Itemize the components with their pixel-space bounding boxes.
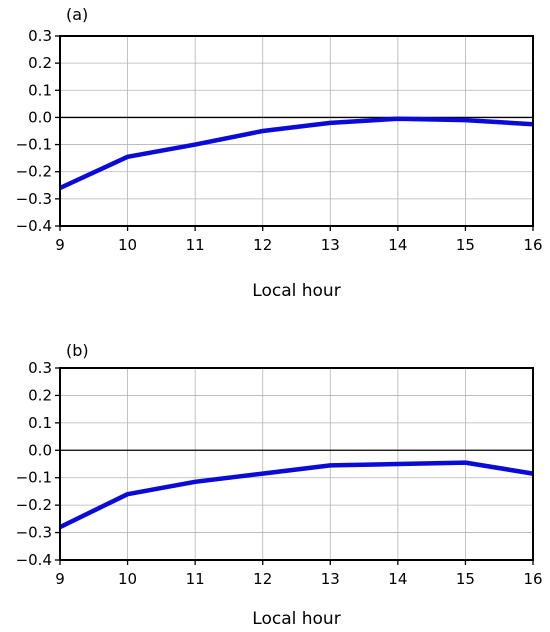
x-tick-label: 9	[55, 570, 65, 588]
plot-frame	[59, 35, 534, 227]
y-tick-label: −0.4	[16, 217, 52, 235]
panel-label: (a)	[66, 5, 88, 24]
y-tick-label: −0.2	[16, 496, 52, 514]
series-line	[59, 116, 534, 191]
x-tick-label: 13	[321, 570, 340, 588]
x-tick-label: 13	[321, 236, 340, 254]
x-tick-label: 11	[186, 236, 205, 254]
y-tick-label: −0.3	[16, 524, 52, 542]
y-tick-label: 0.0	[28, 108, 52, 126]
x-axis-title: Local hour	[252, 281, 340, 301]
series-line	[59, 460, 534, 530]
x-tick-label: 15	[456, 570, 475, 588]
x-axis-title: Local hour	[252, 609, 340, 629]
x-tick-label: 10	[118, 236, 137, 254]
x-tick-label: 14	[388, 570, 407, 588]
y-tick-label: 0.2	[28, 54, 52, 72]
panel-a: 0.3 0.2 0.1 0.0 −0.1 −0.2 −0.3 −0.49 10 11 12 13 14 1…	[16, 5, 543, 301]
y-tick-label: −0.4	[16, 551, 52, 569]
y-tick-label: 0.3	[28, 359, 52, 377]
x-tick-label: 10	[118, 570, 137, 588]
panel-b: 0.3 0.2 0.1 0.0 −0.1 −0.2 −0.3 −0.49 10 11 12 13 14 1…	[16, 341, 543, 629]
y-tick-label: −0.1	[16, 136, 52, 154]
y-tick-label: −0.2	[16, 163, 52, 181]
y-tick-label: 0.3	[28, 27, 52, 45]
x-tick-label: 9	[55, 236, 65, 254]
x-tick-label: 11	[186, 570, 205, 588]
y-tick-label: 0.1	[28, 414, 52, 432]
x-tick-label: 12	[253, 570, 272, 588]
x-tick-label: 16	[523, 570, 542, 588]
x-tick-label: 14	[388, 236, 407, 254]
panel-label: (b)	[66, 341, 89, 360]
y-tick-label: −0.3	[16, 190, 52, 208]
y-tick-label: 0.2	[28, 386, 52, 404]
y-tick-label: 0.1	[28, 81, 52, 99]
plot-frame	[59, 367, 534, 561]
x-tick-label: 15	[456, 236, 475, 254]
x-tick-label: 16	[523, 236, 542, 254]
x-tick-label: 12	[253, 236, 272, 254]
y-tick-label: −0.1	[16, 469, 52, 487]
y-tick-label: 0.0	[28, 441, 52, 459]
